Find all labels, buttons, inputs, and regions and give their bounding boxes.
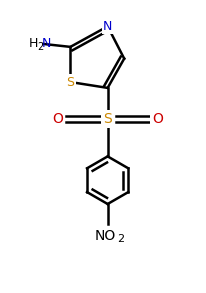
Text: N: N (42, 38, 51, 50)
Text: O: O (151, 112, 162, 126)
Text: N: N (102, 20, 112, 33)
Text: 2: 2 (37, 42, 43, 52)
Text: S: S (103, 112, 111, 126)
Text: S: S (66, 76, 74, 88)
Text: H: H (29, 38, 38, 50)
Text: NO: NO (95, 229, 116, 243)
Text: 2: 2 (117, 234, 124, 244)
Text: O: O (52, 112, 63, 126)
